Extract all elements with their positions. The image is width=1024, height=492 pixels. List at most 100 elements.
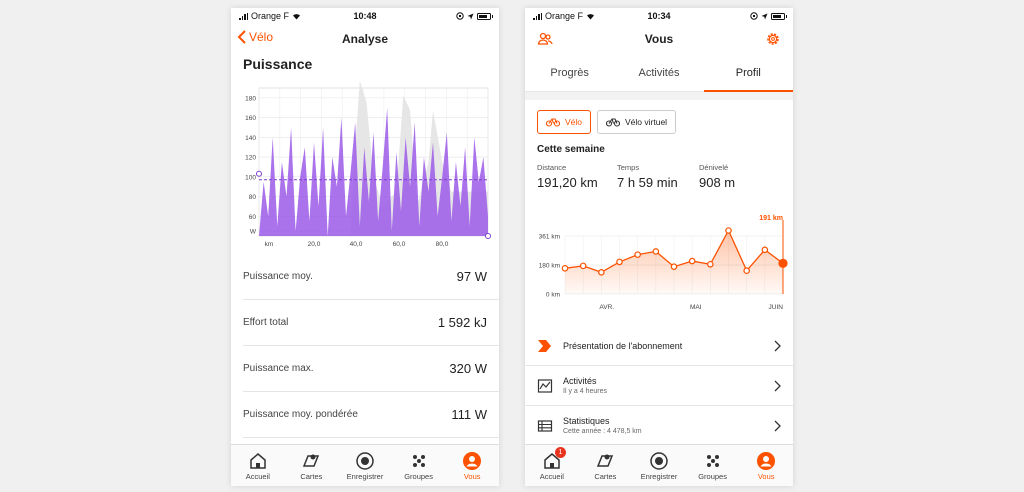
friends-icon[interactable] — [537, 31, 553, 47]
tab-label: Vous — [757, 471, 775, 481]
section-title: Puissance — [243, 56, 313, 72]
y-tick-label: 100 — [245, 174, 256, 181]
lock-rotation-icon — [750, 12, 758, 20]
data-point — [743, 267, 750, 275]
x-tick-label: 20,0 — [308, 241, 321, 248]
phone-left-screen: Orange F 10:48 Vélo Analyse Puissance 18… — [231, 8, 499, 486]
tab-accueil[interactable]: Accueil — [231, 445, 285, 486]
tab-label: Groupes — [404, 471, 433, 481]
y-tick-label: 0 km — [546, 292, 560, 299]
tab-groupes[interactable]: Groupes — [392, 445, 446, 486]
tab-label: Groupes — [698, 471, 727, 481]
metric-label: Effort total — [243, 317, 289, 328]
tab-cartes[interactable]: Cartes — [285, 445, 339, 486]
y-tick-label: 361 km — [539, 234, 560, 241]
x-tick-label: JUIN — [769, 304, 784, 311]
record-icon — [650, 451, 668, 470]
stat-label: Distance — [537, 163, 567, 172]
power-chart: 180 160 140 120 100 80 60 Wkm 20,0 40,0 60,0 80,0 — [245, 80, 491, 248]
data-point — [579, 262, 587, 270]
data-point — [707, 260, 714, 268]
metric-row: Puissance moy. pondérée 111 W — [243, 392, 499, 438]
record-icon — [356, 451, 374, 470]
average-marker — [256, 170, 262, 177]
status-time: 10:48 — [353, 11, 377, 21]
gear-icon[interactable] — [765, 31, 781, 47]
data-point — [598, 269, 605, 276]
y-tick-label: 140 — [245, 135, 256, 142]
tab-vous[interactable]: Vous — [445, 445, 499, 486]
activity-chart-icon — [537, 378, 553, 393]
nav-bar: Vélo Analyse — [231, 24, 499, 54]
status-bar: Orange F 10:34 — [525, 8, 793, 24]
metric-row: Puissance max. 320 W — [243, 346, 499, 392]
page-title: Analyse — [341, 32, 389, 46]
sport-velo-button[interactable]: Vélo — [537, 110, 592, 134]
menu-subtitle: Cette année : 4 478,5 km — [563, 428, 642, 435]
menu-activities[interactable]: Activités Il y a 4 heures — [525, 366, 793, 406]
power-area — [259, 107, 488, 236]
back-button[interactable]: Vélo — [237, 30, 273, 44]
status-time: 10:34 — [647, 11, 671, 21]
map-icon — [597, 454, 614, 467]
menu-subscription[interactable]: Présentation de l'abonnement — [525, 326, 793, 366]
signal-icon — [533, 12, 542, 20]
sport-label: Vélo — [565, 117, 583, 127]
tab-enregistrer[interactable]: Enregistrer — [338, 445, 392, 486]
tab-enregistrer[interactable]: Enregistrer — [632, 445, 686, 486]
wifi-icon — [587, 13, 595, 19]
tab-label: Cartes — [594, 471, 617, 481]
tab-cartes[interactable]: Cartes — [579, 445, 633, 486]
scrub-handle — [485, 233, 491, 239]
carrier: Orange F — [545, 11, 584, 21]
bike-icon — [546, 118, 560, 127]
tab-vous[interactable]: Vous — [739, 445, 793, 486]
tab-accueil[interactable]: 1 Accueil — [525, 445, 579, 486]
wifi-icon — [293, 13, 301, 19]
metric-label: Puissance max. — [243, 363, 314, 374]
metric-row: Effort total 1 592 kJ — [243, 300, 499, 346]
stat-label: Dénivelé — [699, 163, 729, 172]
menu-subtitle: Il y a 4 heures — [563, 388, 607, 395]
sport-filter: Vélo Vélo virtuel — [525, 100, 793, 134]
chevron-right-icon — [774, 380, 781, 391]
data-point — [761, 246, 769, 254]
tab-label: Enregistrer — [346, 471, 384, 481]
y-tick-label: 180 — [245, 95, 256, 102]
signal-icon — [239, 12, 248, 20]
x-tick-label: 80,0 — [436, 241, 449, 248]
menu-title: Statistiques — [563, 416, 610, 426]
home-icon — [544, 452, 560, 469]
lock-rotation-icon — [456, 12, 464, 20]
week-stats: Distance 191,20 km Temps 7 h 59 min Déni… — [525, 155, 793, 190]
tab-label: Cartes — [300, 471, 323, 481]
tab-progres[interactable]: Progrès — [550, 66, 589, 79]
tab-activites[interactable]: Activités — [638, 66, 680, 79]
profile-icon — [463, 451, 482, 470]
x-tick-label: AVR. — [599, 304, 614, 311]
stat-distance: Distance 191,20 km — [537, 163, 617, 190]
sport-velo-virtuel-button[interactable]: Vélo virtuel — [597, 110, 677, 134]
chevron-right-icon — [774, 340, 781, 351]
tab-groupes[interactable]: Groupes — [686, 445, 740, 486]
menu-statistics[interactable]: Statistiques Cette année : 4 478,5 km — [525, 406, 793, 446]
metric-value: 97 W — [456, 269, 487, 284]
home-icon — [250, 452, 266, 469]
tab-bar: 1 Accueil Cartes Enregistrer Groupes Vou… — [525, 444, 793, 486]
groups-icon — [706, 454, 719, 467]
stat-value: 908 m — [699, 175, 736, 190]
tab-label: Accueil — [539, 471, 564, 481]
status-bar: Orange F 10:48 — [231, 8, 499, 24]
stat-time: Temps 7 h 59 min — [617, 163, 699, 190]
page-title: Vous — [644, 32, 674, 46]
x-tick-label: MAI — [690, 304, 702, 311]
divider — [525, 92, 793, 100]
y-tick-label: 180 km — [539, 263, 560, 270]
tab-profil[interactable]: Profil — [703, 54, 793, 92]
stat-label: Temps — [617, 163, 640, 172]
stats-table-icon — [537, 419, 553, 432]
data-point — [670, 263, 678, 270]
phone-right-screen: Orange F 10:34 Vous Progrès Activités Pr… — [525, 8, 793, 486]
map-icon — [303, 454, 320, 467]
stat-value: 191,20 km — [537, 175, 598, 190]
